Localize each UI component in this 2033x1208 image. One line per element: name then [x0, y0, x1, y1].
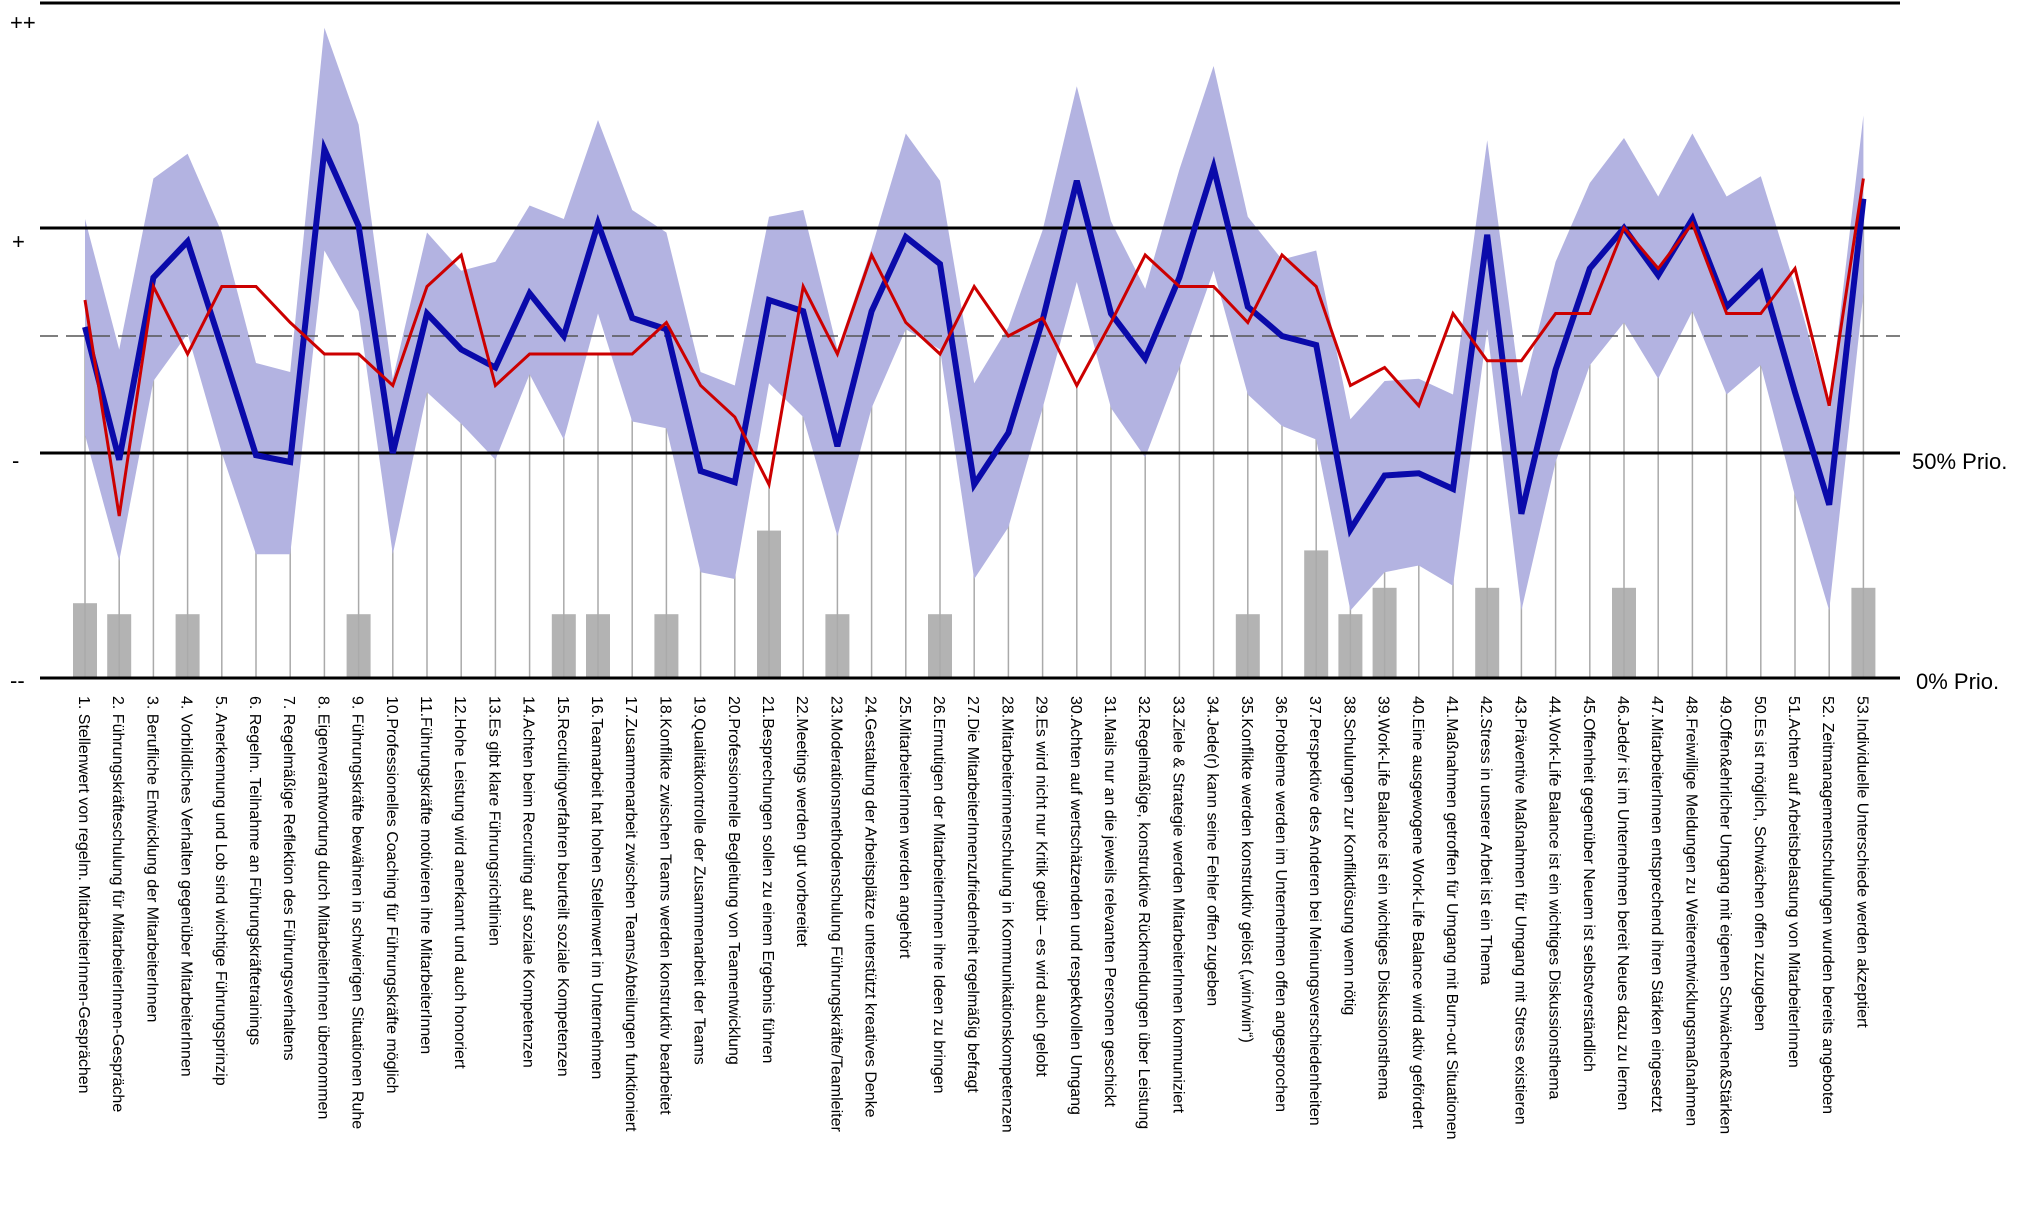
category-label-18: 18.Konflikte zwischen Teams werden konst… — [656, 696, 673, 1115]
category-label-8: 8. Eigenverantwortung durch MitarbeiterI… — [314, 696, 331, 1119]
category-label-21: 21.Besprechungen sollen zu einem Ergebni… — [759, 696, 776, 1063]
category-label-25: 25.MitarbeiterInnen werden angehört — [896, 696, 913, 959]
category-label-26: 26.Ermutigen der MitarbeiterInnen ihre I… — [930, 696, 947, 1094]
category-label-35: 35.Konflikte werden konstruktiv gelöst (… — [1238, 696, 1255, 1043]
category-label-44: 44.Work-Life Balance ist ein wichtiges D… — [1546, 696, 1563, 1100]
category-label-46: 46.Jede/r ist im Unternehmen bereit Neue… — [1614, 696, 1631, 1110]
category-label-27: 27.Die MitarbeiterInnenzufriedenheit reg… — [964, 696, 981, 1093]
category-label-13: 13.Es gibt klare Führungsrichtlinien — [485, 696, 502, 946]
category-label-47: 47.MitarbeiterInnen entsprechend ihren S… — [1648, 696, 1665, 1113]
category-label-5: 5. Anerkennung und Lob sind wichtige Füh… — [212, 696, 229, 1086]
category-label-15: 15.Recruitingverfahren beurteilt soziale… — [554, 696, 571, 1077]
category-label-4: 4. Vorbildliches Verhalten gegenüber Mit… — [178, 696, 195, 1077]
category-label-50: 50.Es ist möglich, Schwächen offen zuzug… — [1751, 696, 1768, 1031]
category-label-38: 38.Schulungen zur Konfliktlösung wenn nö… — [1340, 696, 1357, 1015]
category-label-49: 49.Offen&ehrlicher Umgang mit eigenen Sc… — [1717, 696, 1734, 1134]
spread-band-area — [85, 27, 1864, 611]
category-label-17: 17.Zusammenarbeit zwischen Teams/Abteilu… — [622, 696, 639, 1132]
category-label-41: 41.Maßnahmen getroffen für Umgang mit Bu… — [1443, 696, 1460, 1140]
category-label-45: 45.Offenheit gegenüber Neuem ist selbstv… — [1580, 696, 1597, 1072]
category-label-12: 12.Hohe Leistung wird anerkannt und auch… — [451, 696, 468, 1069]
category-label-3: 3. Berufliche Entwicklung der Mitarbeite… — [143, 696, 160, 1022]
category-label-9: 9. Führungskräfte bewähren in schwierige… — [349, 696, 366, 1129]
y-label-plus: + — [12, 229, 25, 254]
spread-band — [85, 27, 1864, 611]
category-labels: 1. Stellenwert von regelm. MitarbeiterIn… — [75, 696, 1870, 1140]
category-label-7: 7. Regelmäßige Reflektion des Führungsve… — [280, 696, 297, 1061]
y-label-double-plus: ++ — [10, 10, 36, 35]
category-label-53: 53.Individuelle Unterschiede werden akze… — [1853, 696, 1870, 1028]
series-line-1 — [82, 137, 1867, 538]
category-label-52: 52. Zeitmanagementschulungen wurden bere… — [1819, 696, 1836, 1114]
y-label-minus: - — [12, 448, 19, 473]
category-label-24: 24.Gestaltung der Arbeitsplätze unterstü… — [862, 696, 879, 1118]
y-label-double-minus: -- — [10, 668, 25, 693]
category-label-32: 32.Regelmäßige, konstruktive Rückmeldung… — [1135, 696, 1152, 1129]
category-label-23: 23.Moderationsmethodenschulung Führungsk… — [827, 696, 844, 1132]
category-label-2: 2. Führungskräfteschulung für Mitarbeite… — [109, 696, 126, 1112]
category-label-22: 22.Meetings werden gut vorbereitet — [793, 696, 810, 947]
category-label-20: 20.Professionnelle Begleitung von Teamen… — [725, 696, 742, 1065]
category-label-28: 28.Mitarbeiterinnenschulung in Kommunika… — [998, 696, 1015, 1133]
category-label-43: 43.Präventive Maßnahmen für Umgang mit S… — [1511, 696, 1528, 1125]
category-label-19: 19.Qualitätkontrolle der Zusammenarbeit … — [691, 696, 708, 1065]
category-label-1: 1. Stellenwert von regelm. MitarbeiterIn… — [75, 696, 92, 1094]
category-label-6: 6. Regelm. Teilnahme an Führungskräftetr… — [246, 696, 263, 1045]
series-lines — [82, 137, 1867, 538]
series-line-2 — [83, 178, 1865, 517]
category-label-31: 31.Mails nur an die jeweils relevanten P… — [1101, 696, 1118, 1107]
category-label-39: 39.Work-Life Balance ist ein wichtiges D… — [1375, 696, 1392, 1100]
category-label-40: 40.Eine ausgewogene Work-Life Balance wi… — [1409, 696, 1426, 1129]
category-label-14: 14.Achten beim Recruiting auf soziale Ko… — [520, 696, 537, 1068]
category-label-33: 33.Ziele & Strategie werden MitarbeiterI… — [1169, 696, 1186, 1114]
category-label-10: 10.Professionelles Coaching für Führungs… — [383, 696, 400, 1094]
category-label-34: 34.Jede(r) kann seine Fehler offen zugeb… — [1204, 696, 1221, 1006]
category-label-37: 37.Perspektive des Anderen bei Meinungsv… — [1306, 696, 1323, 1126]
category-label-42: 42.Stress in unserer Arbeit ist ein Them… — [1477, 696, 1494, 985]
category-label-16: 16.Teamarbeit hat hohen Stellenwert im U… — [588, 696, 605, 1079]
category-label-30: 30.Achten auf wertschätzenden und respek… — [1067, 696, 1084, 1115]
category-label-36: 36.Probleme werden im Unternehmen offen … — [1272, 696, 1289, 1112]
category-label-29: 29.Es wird nicht nur Kritik geübt – es w… — [1033, 696, 1050, 1077]
right-label-0-prio: 0% Prio. — [1916, 669, 1999, 694]
category-label-48: 48.Freiwillige Meldungen zu Weiterentwic… — [1682, 696, 1699, 1126]
right-label-50-prio: 50% Prio. — [1912, 449, 2007, 474]
category-label-51: 51.Achten auf Arbeitsbelastung von Mitar… — [1785, 696, 1802, 1068]
category-label-11: 11.Führungskräfte motivieren ihre Mitarb… — [417, 696, 434, 1054]
